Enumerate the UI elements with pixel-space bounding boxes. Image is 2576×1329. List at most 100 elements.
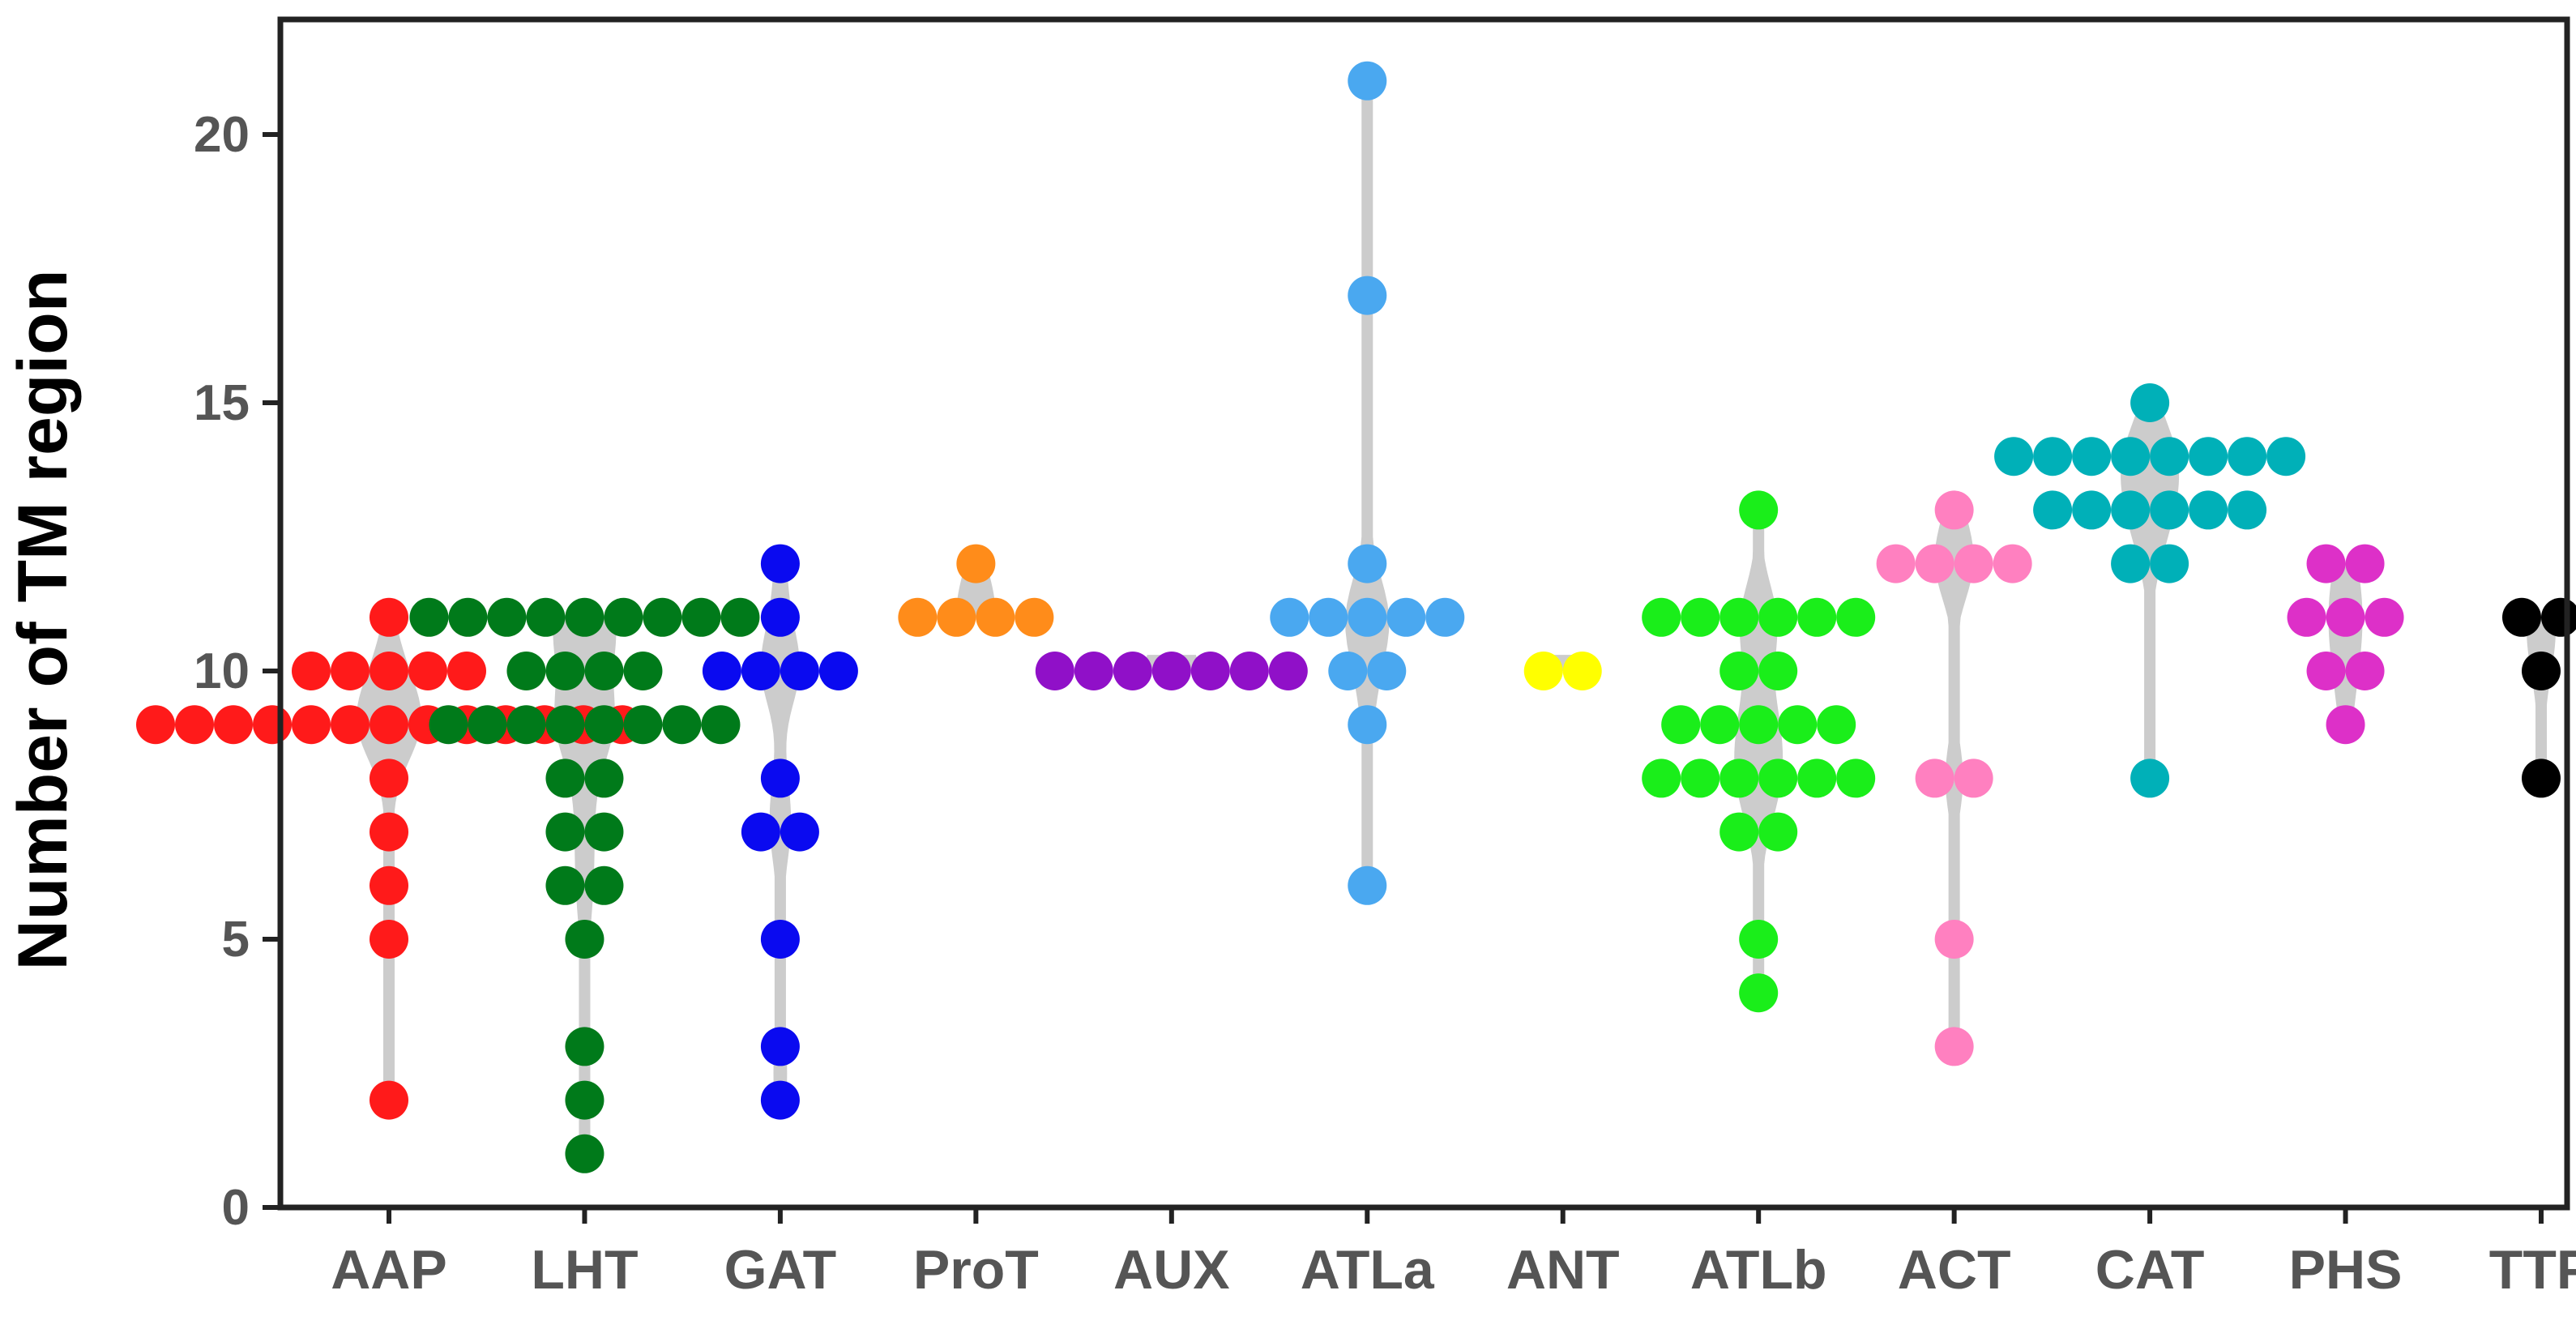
point-cat [1994, 437, 2034, 476]
point-gat [760, 920, 800, 959]
point-lht [545, 865, 585, 905]
point-gat [760, 597, 800, 637]
point-aux [1151, 652, 1191, 690]
point-cat [2072, 490, 2112, 530]
point-aap [370, 597, 408, 637]
violin-atla [1345, 80, 1390, 886]
point-atlb [1778, 705, 1818, 745]
point-lht [584, 652, 624, 690]
point-lht [545, 759, 585, 798]
point-aux [1229, 652, 1269, 690]
point-lht [565, 1027, 604, 1066]
y-tick-label: 10 [194, 643, 250, 699]
point-lht [584, 759, 624, 798]
point-atlb [1719, 759, 1759, 798]
point-phs [2287, 597, 2326, 637]
point-lht [643, 597, 682, 637]
point-aap [331, 652, 370, 690]
point-atla [1348, 705, 1387, 745]
point-aap [370, 812, 408, 852]
point-act [1954, 544, 1993, 583]
point-cat [2130, 759, 2170, 798]
point-lht [584, 812, 624, 852]
point-cat [2228, 490, 2267, 530]
point-prot [898, 597, 938, 637]
x-tick-label-cat: CAT [2095, 1239, 2205, 1301]
point-gat [780, 812, 819, 852]
point-gat [760, 759, 800, 798]
point-lht [506, 652, 546, 690]
point-aap [447, 652, 486, 690]
point-lht [681, 597, 721, 637]
x-tick-label-atla: ATLa [1301, 1239, 1435, 1301]
point-phs [2326, 705, 2365, 745]
point-aap [370, 705, 408, 745]
point-lht [468, 705, 507, 745]
point-phs [2306, 652, 2346, 690]
point-lht [565, 597, 604, 637]
point-lht [584, 705, 624, 745]
point-aap [370, 652, 408, 690]
violin-phs [2328, 563, 2363, 725]
point-aux [1113, 652, 1152, 690]
point-act [1915, 544, 1954, 583]
point-act [1993, 544, 2032, 583]
x-tick-label-aap: AAP [331, 1239, 447, 1301]
point-atlb [1836, 759, 1876, 798]
point-ant [1523, 652, 1563, 690]
point-atlb [1739, 973, 1779, 1013]
point-atlb [1719, 812, 1759, 852]
x-axis: AAP LHT GAT ProT AUX ATLa ANT ATLb ACT CAT PHS TTP [331, 1207, 2576, 1301]
point-atlb [1681, 597, 1720, 637]
point-aap [370, 759, 408, 798]
x-tick-label-atlb: ATLb [1690, 1239, 1827, 1301]
point-atlb [1642, 759, 1681, 798]
point-atlb [1758, 597, 1798, 637]
point-lht [429, 705, 468, 745]
point-atla [1348, 865, 1387, 905]
point-atlb [1797, 759, 1837, 798]
point-atlb [1817, 705, 1856, 745]
point-aap [408, 652, 447, 690]
point-lht [701, 705, 741, 745]
point-phs [2306, 544, 2346, 583]
point-lht [448, 597, 488, 637]
point-cat [2111, 544, 2151, 583]
point-aap [253, 705, 292, 745]
point-atla [1348, 276, 1387, 315]
point-atla [1386, 597, 1426, 637]
point-cat [2111, 437, 2151, 476]
point-act [1876, 544, 1916, 583]
y-tick-label: 20 [194, 107, 250, 163]
y-axis: 0 5 10 15 20 [194, 107, 280, 1236]
point-cat [2033, 490, 2073, 530]
point-atlb [1758, 759, 1798, 798]
point-lht [584, 865, 624, 905]
point-lht [565, 920, 604, 959]
point-lht [604, 597, 643, 637]
point-atla [1425, 597, 1465, 637]
point-phs [2345, 544, 2385, 583]
point-lht [565, 1080, 604, 1120]
point-atla [1367, 652, 1407, 690]
point-aux [1268, 652, 1308, 690]
point-atlb [1700, 705, 1740, 745]
y-tick-label: 0 [222, 1180, 250, 1236]
point-atlb [1681, 759, 1720, 798]
point-gat [780, 652, 819, 690]
point-aap [292, 652, 331, 690]
points-layer [136, 61, 2576, 1173]
point-atlb [1739, 490, 1779, 530]
x-tick-label-gat: GAT [724, 1239, 837, 1301]
point-atla [1270, 597, 1309, 637]
point-aap [370, 1080, 408, 1120]
point-gat [760, 1080, 800, 1120]
point-lht [487, 597, 527, 637]
y-tick-label: 5 [222, 912, 250, 968]
point-lht [623, 652, 663, 690]
point-cat [2111, 490, 2151, 530]
point-act [1915, 759, 1954, 798]
point-lht [545, 705, 585, 745]
point-aap [214, 705, 253, 745]
